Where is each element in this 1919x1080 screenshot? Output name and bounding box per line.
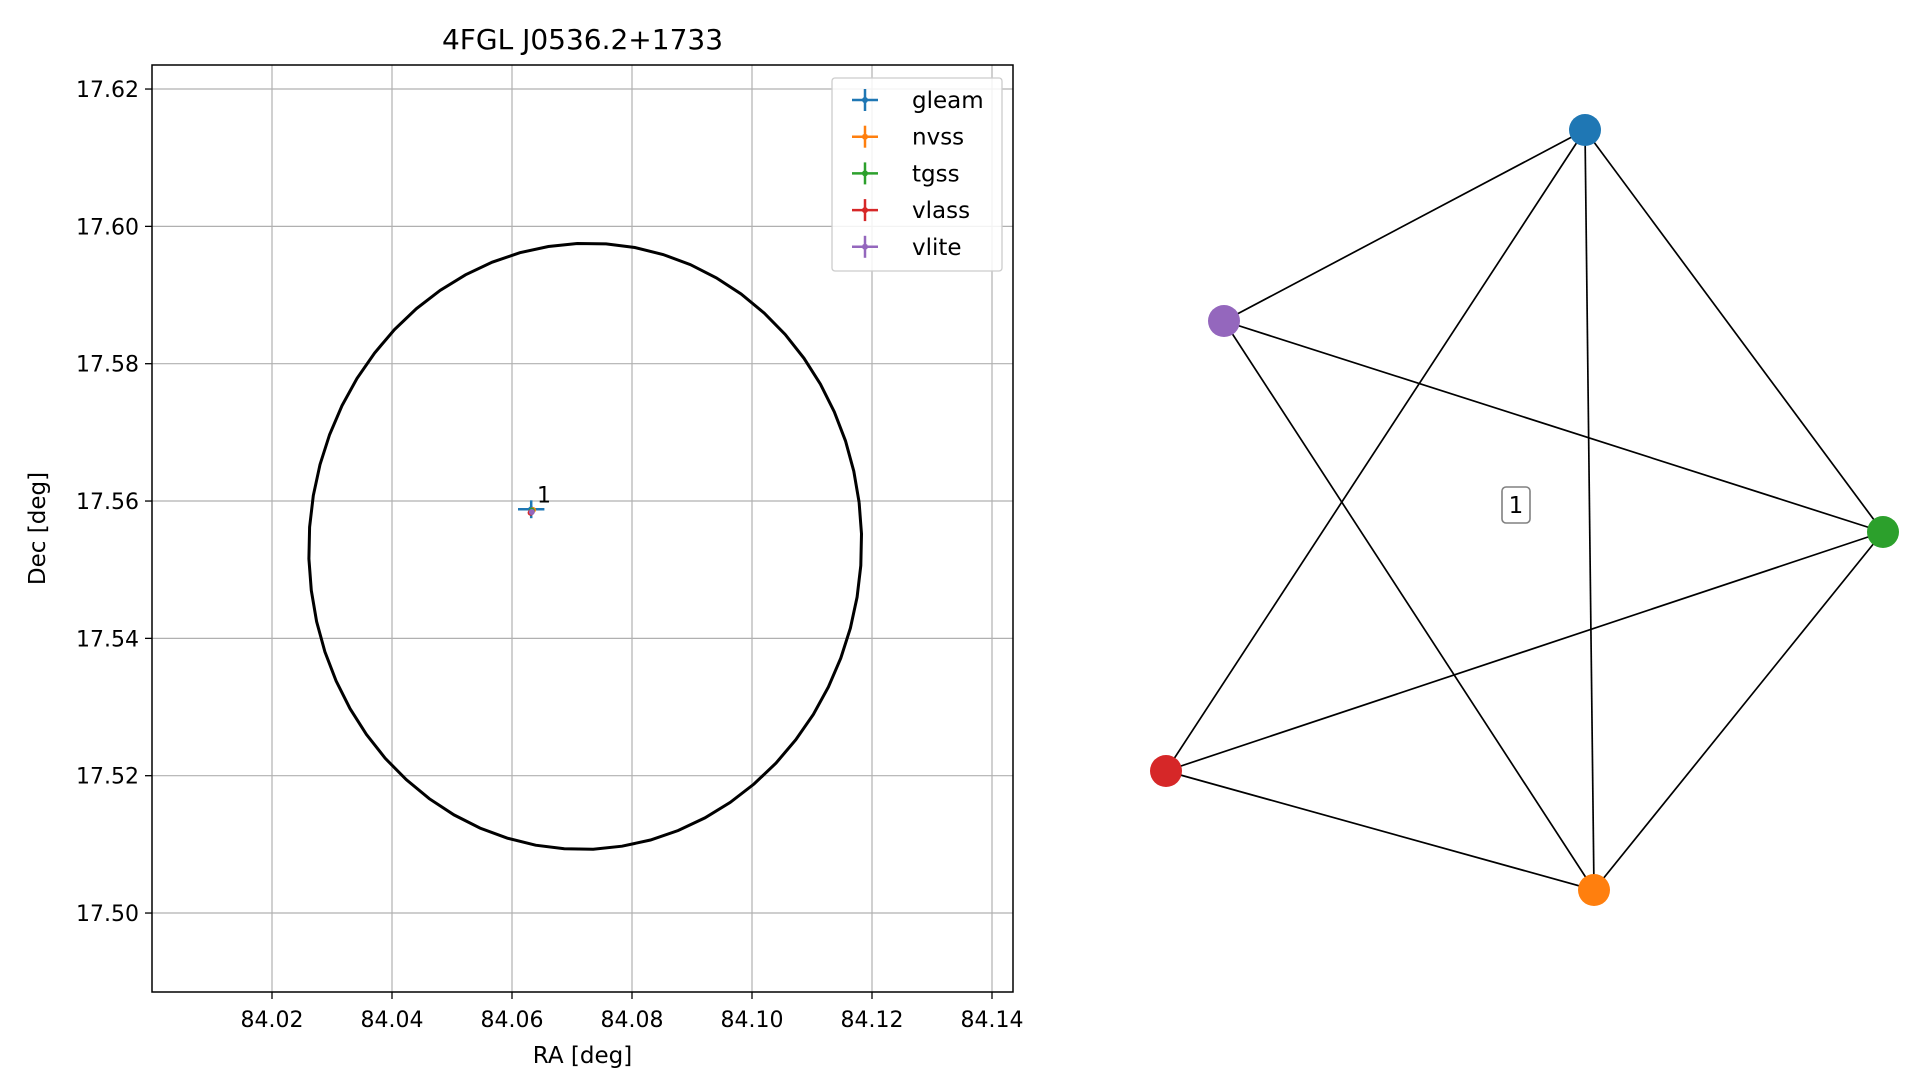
y-tick-label: 17.50 (76, 902, 139, 927)
x-tick-label: 84.04 (361, 1008, 424, 1033)
x-tick-label: 84.12 (841, 1008, 904, 1033)
network-edges (1165, 129, 1884, 891)
data-point-vlite (528, 509, 535, 516)
data-points (518, 500, 545, 519)
annotations: 1 (537, 483, 551, 508)
y-ticks: 17.50 17.52 17.54 17.56 17.58 17.60 17.62 (76, 78, 152, 927)
edge-gleam-nvss (1584, 129, 1595, 891)
edge-gleam-vlass (1165, 129, 1586, 772)
node-gleam (1569, 114, 1601, 146)
legend-marker-dot (862, 243, 868, 250)
node-nvss (1578, 874, 1610, 906)
x-tick-label: 84.08 (601, 1008, 664, 1033)
y-tick-label: 17.54 (76, 627, 139, 652)
legend-marker-dot (862, 97, 868, 103)
legend-label: vlass (912, 198, 970, 224)
y-tick-label: 17.62 (76, 78, 139, 103)
x-tick-label: 84.10 (721, 1008, 784, 1033)
x-tick-label: 84.14 (961, 1008, 1024, 1033)
legend-label: nvss (912, 125, 964, 151)
cluster-label-box (1501, 486, 1531, 524)
legend-item-vlite: vlite (852, 235, 962, 261)
legend-item-tgss: tgss (852, 161, 960, 187)
edge-vlite-nvss (1223, 320, 1595, 891)
x-axis-label: RA [deg] (533, 1043, 632, 1069)
y-tick-label: 17.60 (76, 215, 139, 240)
legend-label: gleam (912, 88, 984, 114)
axes-frame (151, 64, 1014, 993)
error-ellipse-outline (307, 241, 864, 851)
edge-gleam-vlite (1223, 129, 1586, 322)
x-ticks: 84.02 84.04 84.06 84.08 84.10 84.12 84.14 (241, 992, 1024, 1033)
data-point-marker (528, 509, 535, 516)
network-nodes (1150, 114, 1899, 906)
y-tick-label: 17.56 (76, 490, 139, 515)
node-vlass (1150, 755, 1182, 787)
network-panel: 1 (1150, 114, 1899, 906)
x-tick-label: 84.02 (241, 1008, 304, 1033)
edge-vlass-nvss (1165, 770, 1595, 891)
legend-marker-dot (862, 207, 868, 214)
scatter-panel: 1 84.02 84.04 84.06 84.08 84.10 84.12 84.14 17… (25, 23, 1023, 1069)
error-ellipse (307, 241, 864, 851)
legend-marker-dot (862, 170, 868, 177)
edge-gleam-tgss (1584, 129, 1884, 533)
legend-item-vlass: vlass (852, 198, 970, 224)
edge-tgss-nvss (1593, 531, 1884, 891)
legend: gleam nvss tgss vlass vlite (831, 77, 1003, 272)
y-tick-label: 17.58 (76, 353, 139, 378)
y-axis-label: Dec [deg] (25, 472, 51, 585)
point-annotation: 1 (537, 483, 551, 508)
x-tick-label: 84.06 (481, 1008, 544, 1033)
node-vlite (1208, 305, 1240, 337)
node-tgss (1867, 516, 1899, 548)
legend-item-gleam: gleam (852, 88, 984, 114)
legend-label: tgss (912, 161, 960, 187)
edge-vlite-tgss (1223, 320, 1884, 533)
y-tick-label: 17.52 (76, 765, 139, 790)
cluster-label-text: 1 (1509, 493, 1524, 519)
legend-label: vlite (912, 235, 962, 261)
edge-tgss-vlass (1165, 531, 1884, 772)
plot-title: 4FGL J0536.2+1733 (442, 23, 723, 56)
legend-box (831, 77, 1003, 272)
legend-item-nvss: nvss (852, 125, 964, 151)
legend-marker-dot (862, 133, 868, 140)
cluster-label: 1 (1501, 486, 1531, 524)
